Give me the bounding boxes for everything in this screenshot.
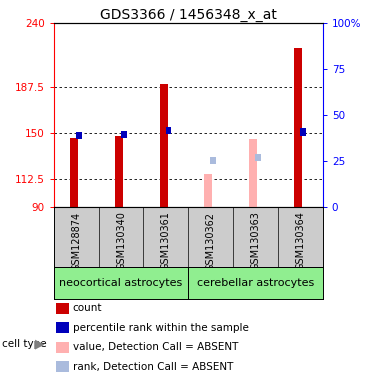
Bar	[70, 138, 78, 207]
Text: GSM130361: GSM130361	[161, 212, 171, 270]
Bar	[76, 132, 82, 139]
Text: value, Detection Call = ABSENT: value, Detection Call = ABSENT	[73, 342, 238, 352]
Bar	[294, 48, 302, 207]
Text: ▶: ▶	[35, 337, 45, 350]
Text: GSM130363: GSM130363	[250, 212, 260, 270]
Text: count: count	[73, 303, 102, 313]
Text: rank, Detection Call = ABSENT: rank, Detection Call = ABSENT	[73, 362, 233, 372]
Text: GSM130362: GSM130362	[206, 212, 216, 271]
Bar	[56, 342, 69, 353]
Text: percentile rank within the sample: percentile rank within the sample	[73, 323, 249, 333]
Text: GSM130340: GSM130340	[116, 212, 126, 270]
Bar	[255, 154, 261, 161]
Bar	[188, 267, 323, 299]
Bar	[56, 361, 69, 372]
Bar	[115, 136, 123, 207]
Text: cell type: cell type	[2, 339, 46, 349]
Bar	[160, 84, 168, 207]
Text: GSM128874: GSM128874	[71, 212, 81, 271]
Text: GSM130364: GSM130364	[295, 212, 305, 270]
Bar	[56, 322, 69, 333]
Title: GDS3366 / 1456348_x_at: GDS3366 / 1456348_x_at	[100, 8, 277, 22]
Bar	[300, 128, 306, 136]
Bar	[56, 303, 69, 314]
Text: neocortical astrocytes: neocortical astrocytes	[59, 278, 183, 288]
Bar	[210, 157, 216, 164]
Bar	[165, 127, 171, 134]
Bar	[249, 139, 257, 207]
Bar	[121, 131, 127, 138]
Text: cerebellar astrocytes: cerebellar astrocytes	[197, 278, 314, 288]
Bar	[204, 174, 213, 207]
Bar	[54, 267, 188, 299]
